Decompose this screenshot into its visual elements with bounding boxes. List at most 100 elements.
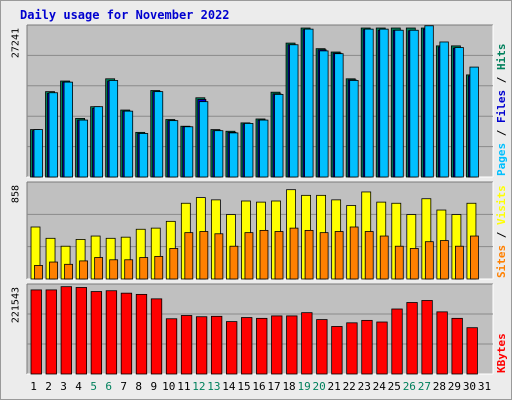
x-tick-label: 20 <box>313 380 326 393</box>
bar-kbytes <box>241 317 253 375</box>
bar-pages <box>138 133 149 178</box>
bar-sites <box>139 257 149 280</box>
bar-sites <box>319 232 329 280</box>
bar-sites <box>64 263 73 280</box>
bar-kbytes <box>256 317 268 375</box>
x-tick-label: 7 <box>120 380 127 393</box>
bar-kbytes <box>195 316 208 375</box>
bar-kbytes <box>180 315 193 375</box>
bar-kbytes <box>90 291 103 375</box>
x-tick-label: 19 <box>297 380 310 393</box>
bar-sites <box>199 231 209 280</box>
x-tick-label: 1 <box>30 380 37 393</box>
x-tick-label: 12 <box>192 380 205 393</box>
bar-sites <box>364 231 374 280</box>
bar-sites <box>424 241 434 280</box>
bar-sites <box>304 229 314 280</box>
bar-kbytes <box>226 321 238 375</box>
x-tick-label: 22 <box>343 380 356 393</box>
legend-entry: Hits <box>495 44 508 71</box>
bar-pages <box>394 29 404 178</box>
bar-kbytes <box>210 315 223 375</box>
bar-kbytes <box>286 315 298 375</box>
x-tick-label: 14 <box>222 380 236 393</box>
bar-sites <box>394 245 404 280</box>
x-tick-label: 27 <box>418 380 431 393</box>
x-tick-label: 26 <box>403 380 416 393</box>
bar-kbytes <box>376 321 388 375</box>
bar-kbytes <box>30 289 42 375</box>
bar-pages <box>379 28 389 178</box>
bar-sites <box>49 261 58 280</box>
x-tick-label: 5 <box>90 380 97 393</box>
x-tick-label: 30 <box>463 380 476 393</box>
bar-kbytes <box>361 319 373 375</box>
bar-sites <box>109 259 119 280</box>
legend: KBytes <box>495 333 508 373</box>
bar-sites <box>244 232 254 280</box>
bar-sites <box>439 240 449 280</box>
x-tick-label: 9 <box>150 380 157 393</box>
bar-sites <box>214 233 224 280</box>
max-value-label: 221543 <box>11 287 22 323</box>
bar-kbytes <box>391 308 403 375</box>
bar-kbytes <box>451 317 463 375</box>
bar-pages <box>33 129 43 178</box>
bar-pages <box>78 119 88 178</box>
bar-kbytes <box>75 287 87 375</box>
max-value-label: 27241 <box>11 28 22 58</box>
bar-sites <box>94 257 104 280</box>
bar-sites <box>184 232 194 280</box>
bar-sites <box>470 235 479 280</box>
x-tick-label: 28 <box>433 380 446 393</box>
bar-pages <box>229 132 239 178</box>
bar-kbytes <box>135 293 148 375</box>
bar-kbytes <box>45 289 57 375</box>
legend-entry: / <box>495 70 508 90</box>
bar-pages <box>153 91 164 178</box>
bar-pages <box>93 106 104 178</box>
bar-pages <box>168 120 179 178</box>
bar-sites <box>34 265 43 280</box>
x-tick-label: 4 <box>75 380 82 393</box>
bar-pages <box>409 29 419 178</box>
x-tick-label: 15 <box>237 380 250 393</box>
x-tick-label: 23 <box>358 380 371 393</box>
x-tick-label: 17 <box>267 380 280 393</box>
legend-entry: / <box>495 123 508 143</box>
x-tick-label: 24 <box>373 380 387 393</box>
bar-pages <box>289 44 299 178</box>
bar-kbytes <box>165 318 178 375</box>
bar-sites <box>379 235 389 280</box>
bar-sites <box>274 231 284 280</box>
chart-title: Daily usage for November 2022 <box>20 8 230 22</box>
bar-pages <box>334 53 344 178</box>
bar-pages <box>454 47 464 178</box>
bar-pages <box>304 28 314 178</box>
bar-pages <box>259 119 269 178</box>
bar-sites <box>349 226 359 280</box>
bar-kbytes <box>331 326 343 375</box>
bar-pages <box>123 110 134 178</box>
x-tick-label: 29 <box>448 380 461 393</box>
bar-kbytes <box>406 302 418 375</box>
x-tick-label: 31 <box>478 380 491 393</box>
bar-sites <box>79 260 88 280</box>
bar-pages <box>469 66 479 178</box>
bar-pages <box>198 101 209 178</box>
panel-hits-files-pages: 27241 Pages / Files / Hits <box>11 24 508 178</box>
max-value-label: 858 <box>11 185 22 203</box>
bar-pages <box>349 80 359 178</box>
x-tick-label: 18 <box>282 380 295 393</box>
x-tick-label: 2 <box>45 380 52 393</box>
bar-pages <box>439 41 449 178</box>
bar-pages <box>63 81 73 178</box>
x-tick-label: 8 <box>135 380 142 393</box>
bar-sites <box>455 245 464 280</box>
bar-sites <box>229 245 239 280</box>
panel-visits-sites: 858 Sites / Visits <box>11 181 508 280</box>
bar-kbytes <box>301 312 313 375</box>
bar-sites <box>289 227 299 280</box>
x-tick-label: 3 <box>60 380 67 393</box>
bar-kbytes <box>421 300 433 375</box>
